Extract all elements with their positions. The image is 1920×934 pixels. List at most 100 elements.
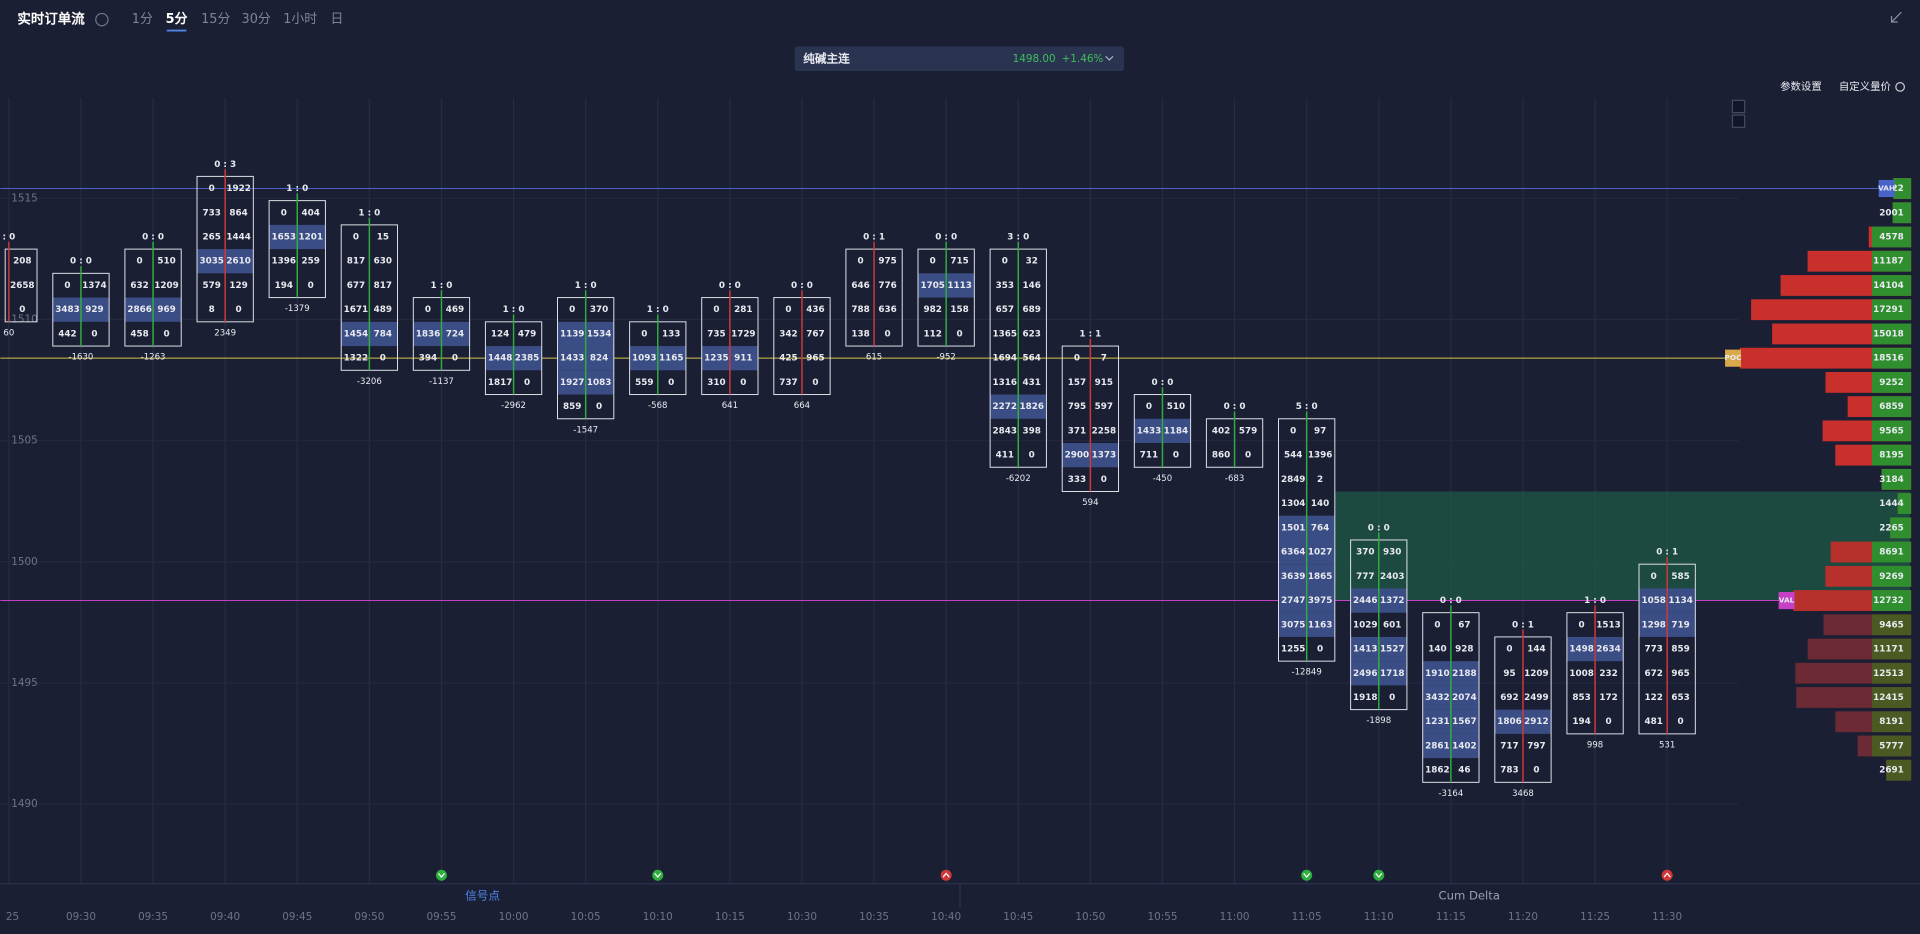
ask-volume: 915 bbox=[1095, 378, 1113, 388]
bid-volume: 371 bbox=[1068, 426, 1086, 436]
ask-volume: 911 bbox=[734, 354, 752, 364]
time-label: 10:15 bbox=[715, 911, 745, 923]
help-button[interactable] bbox=[1731, 114, 1746, 128]
ask-volume: 630 bbox=[374, 257, 392, 267]
delta-label: -952 bbox=[936, 353, 955, 363]
profile-bar-buy bbox=[1871, 323, 1912, 345]
timeframe-tab[interactable]: 30分 bbox=[242, 12, 271, 27]
bottom-tab[interactable]: Cum Delta bbox=[1439, 889, 1500, 903]
ask-volume: 510 bbox=[157, 257, 175, 267]
marker-badge bbox=[1725, 349, 1741, 367]
title: 实时订单流 bbox=[17, 11, 85, 28]
delta-label: -6202 bbox=[1006, 474, 1031, 484]
timeframe-tab[interactable]: 1小时 bbox=[283, 12, 317, 27]
settings-button[interactable]: 参数设置 bbox=[1780, 80, 1822, 93]
ask-volume: 0 bbox=[452, 354, 458, 364]
ask-volume: 764 bbox=[1311, 523, 1329, 533]
delta-label: -450 bbox=[1153, 474, 1172, 484]
time-label: 10:40 bbox=[931, 911, 961, 923]
bid-volume: 194 bbox=[1572, 717, 1590, 727]
profile-value: 12513 bbox=[1873, 669, 1904, 679]
bid-volume: 402 bbox=[1212, 426, 1230, 436]
ask-volume: 1444 bbox=[226, 232, 250, 242]
profile-value: 8191 bbox=[1879, 717, 1903, 727]
bid-volume: 657 bbox=[996, 305, 1014, 315]
marker-badge bbox=[1778, 591, 1795, 610]
timeframe-tab[interactable]: 15分 bbox=[201, 12, 230, 27]
bid-volume: 425 bbox=[779, 354, 797, 364]
time-label: 10:45 bbox=[1003, 911, 1033, 923]
profile-bar-buy bbox=[1893, 178, 1912, 199]
timeframe-tab[interactable]: 5分 bbox=[166, 11, 188, 27]
time-label: 11:20 bbox=[1508, 911, 1538, 923]
ask-volume: 172 bbox=[1599, 693, 1617, 703]
instrument-box[interactable] bbox=[794, 46, 1125, 71]
imbalance-label: 3 : 0 bbox=[1007, 232, 1029, 242]
bid-volume: 0 bbox=[930, 257, 936, 267]
ask-volume: 1513 bbox=[1596, 620, 1620, 630]
profile-value: 9565 bbox=[1879, 426, 1903, 436]
profile-value: 2001 bbox=[1879, 208, 1903, 218]
marker-label: VAH bbox=[1878, 184, 1895, 193]
ask-volume: 585 bbox=[1671, 572, 1689, 582]
time-label: 09:50 bbox=[354, 911, 384, 923]
profile-value: 15018 bbox=[1873, 329, 1904, 339]
chevron[interactable] bbox=[1105, 55, 1114, 61]
ask-volume: 623 bbox=[1023, 329, 1041, 339]
profile-value: 9269 bbox=[1879, 572, 1903, 582]
imbalance-label: 1 : 0 bbox=[647, 305, 669, 315]
bid-volume: 1139 bbox=[560, 329, 584, 339]
ask-volume: 653 bbox=[1671, 693, 1689, 703]
bid-volume: 737 bbox=[779, 378, 797, 388]
help-icon[interactable] bbox=[95, 12, 109, 27]
ask-volume: 2912 bbox=[1524, 717, 1548, 727]
ask-volume: 1163 bbox=[1308, 620, 1332, 630]
ask-volume: 469 bbox=[446, 305, 464, 315]
ask-volume: 965 bbox=[806, 354, 824, 364]
imbalance-label: 1 : 1 bbox=[1079, 329, 1101, 339]
bid-volume: 265 bbox=[203, 232, 221, 242]
delta-label: 594 bbox=[1082, 498, 1098, 508]
bid-volume: 1235 bbox=[704, 354, 728, 364]
bid-volume: 353 bbox=[996, 281, 1014, 291]
profile-value: 6859 bbox=[1879, 402, 1903, 412]
delta-label: 531 bbox=[1659, 740, 1675, 750]
profile-value: 4578 bbox=[1879, 232, 1903, 242]
nav-button[interactable] bbox=[1731, 99, 1746, 114]
ask-volume: 1113 bbox=[947, 281, 971, 291]
ask-volume: 636 bbox=[878, 305, 896, 315]
ask-volume: 0 bbox=[884, 329, 890, 339]
bid-volume: 6364 bbox=[1281, 548, 1305, 558]
ask-volume: 146 bbox=[1023, 281, 1041, 291]
signal-arrow bbox=[1375, 873, 1383, 879]
bid-volume: 2900 bbox=[1065, 451, 1089, 461]
ask-volume: 975 bbox=[878, 257, 896, 267]
profile-bar-buy bbox=[1897, 493, 1912, 515]
custom-button[interactable]: 自定义量价 bbox=[1839, 80, 1892, 93]
bid-volume: 1029 bbox=[1353, 620, 1377, 630]
bid-volume: 3075 bbox=[1281, 620, 1305, 630]
ask-volume: 398 bbox=[1023, 426, 1041, 436]
ask-volume: 579 bbox=[1239, 426, 1257, 436]
timeframe-tab[interactable]: 1分 bbox=[132, 12, 153, 27]
profile-value: 1444 bbox=[1879, 499, 1903, 509]
bottom-tab[interactable]: 信号点 bbox=[465, 889, 500, 903]
ask-volume: 158 bbox=[950, 305, 968, 315]
time-label: 11:25 bbox=[1580, 911, 1610, 923]
bid-volume: 672 bbox=[1645, 669, 1663, 679]
delta-label: 3468 bbox=[1512, 789, 1534, 799]
profile-value: 2265 bbox=[1879, 523, 1903, 533]
time-label: 11:05 bbox=[1292, 911, 1322, 923]
time-label: 10:50 bbox=[1075, 911, 1105, 923]
ask-volume: 597 bbox=[1095, 402, 1113, 412]
timeframe-tab[interactable]: 日 bbox=[330, 12, 343, 27]
ask-volume: 0 bbox=[91, 329, 97, 339]
imbalance-label: 0 : 1 bbox=[1512, 620, 1534, 630]
ask-volume: 1567 bbox=[1452, 717, 1476, 727]
profile-value: 11187 bbox=[1873, 257, 1904, 267]
ask-volume: 15 bbox=[377, 232, 389, 242]
ask-volume: 281 bbox=[734, 305, 752, 315]
imbalance-label: 1 : 0 bbox=[286, 184, 308, 194]
bid-volume: 0 bbox=[1506, 645, 1512, 655]
collapse-icon[interactable] bbox=[1890, 11, 1902, 23]
